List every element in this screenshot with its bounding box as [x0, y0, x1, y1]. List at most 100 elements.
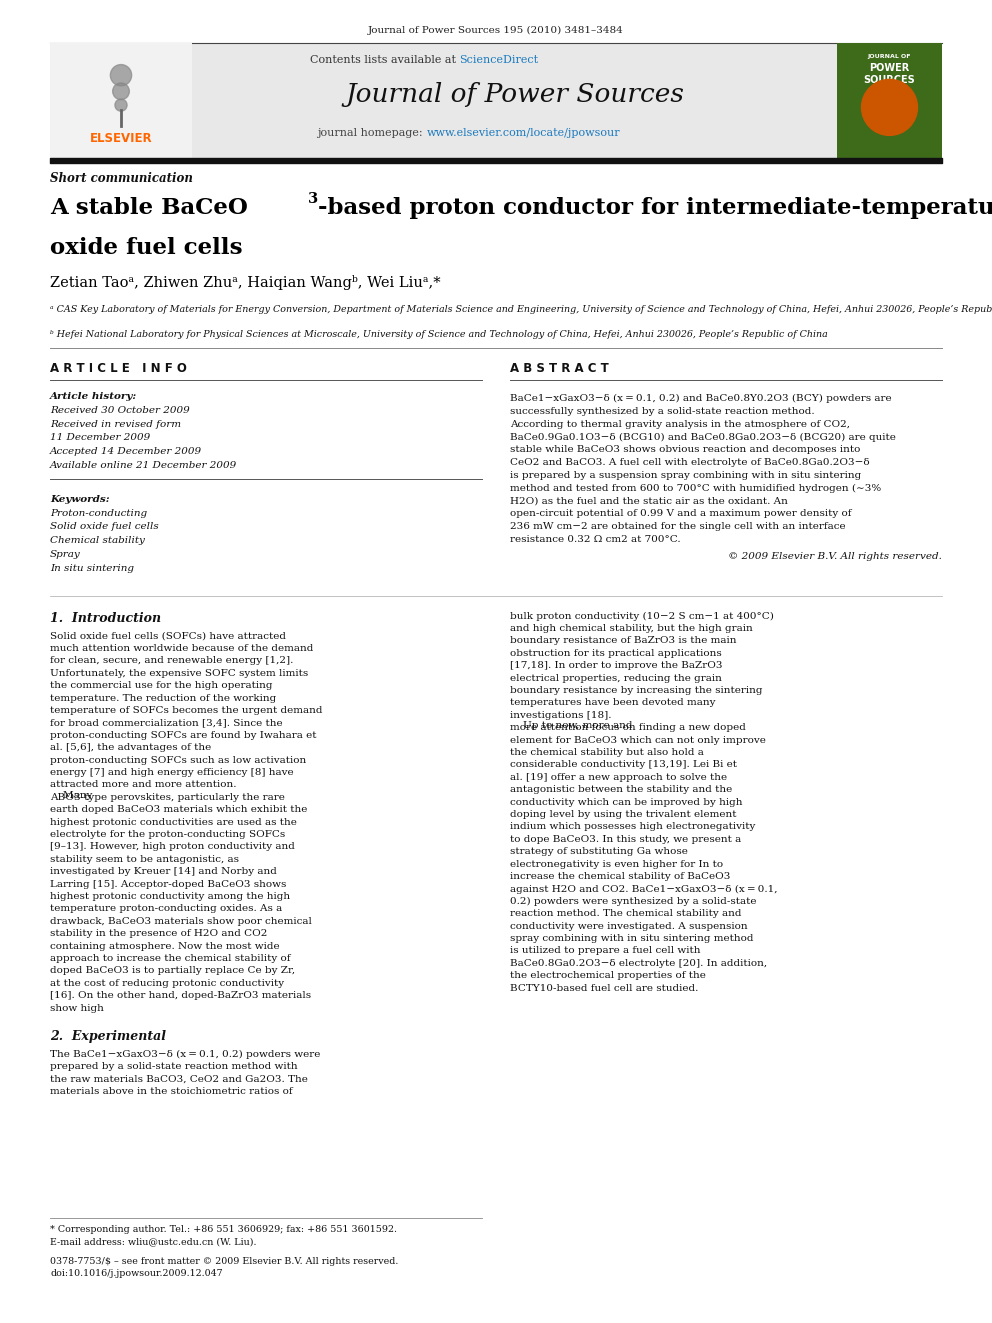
Text: POWER: POWER: [869, 64, 910, 73]
Text: for broad commercialization [3,4]. Since the: for broad commercialization [3,4]. Since…: [50, 718, 283, 728]
Text: Available online 21 December 2009: Available online 21 December 2009: [50, 460, 237, 470]
Circle shape: [110, 65, 132, 86]
Text: temperature proton-conducting oxides. As a: temperature proton-conducting oxides. As…: [50, 905, 283, 913]
Text: drawback, BaCeO3 materials show poor chemical: drawback, BaCeO3 materials show poor che…: [50, 917, 311, 926]
Text: SOURCES: SOURCES: [864, 75, 916, 85]
FancyBboxPatch shape: [50, 44, 942, 157]
Text: BaCe0.8Ga0.2O3−δ electrolyte [20]. In addition,: BaCe0.8Ga0.2O3−δ electrolyte [20]. In ad…: [510, 959, 767, 968]
Text: Contents lists available at: Contents lists available at: [310, 56, 459, 65]
Text: Journal of Power Sources: Journal of Power Sources: [345, 82, 683, 107]
Text: ABO3-type perovskites, particularly the rare: ABO3-type perovskites, particularly the …: [50, 792, 285, 802]
Text: H2O) as the fuel and the static air as the oxidant. An: H2O) as the fuel and the static air as t…: [510, 496, 788, 505]
Text: 2.  Experimental: 2. Experimental: [50, 1031, 166, 1043]
Text: investigated by Kreuer [14] and Norby and: investigated by Kreuer [14] and Norby an…: [50, 867, 277, 876]
Circle shape: [861, 79, 918, 135]
Text: bulk proton conductivity (10−2 S cm−1 at 400°C): bulk proton conductivity (10−2 S cm−1 at…: [510, 611, 774, 620]
Text: The BaCe1−xGaxO3−δ (x = 0.1, 0.2) powders were: The BaCe1−xGaxO3−δ (x = 0.1, 0.2) powder…: [50, 1050, 320, 1060]
Text: highest protonic conductivity among the high: highest protonic conductivity among the …: [50, 892, 290, 901]
Text: attracted more and more attention.
    Many: attracted more and more attention. Many: [50, 781, 236, 800]
Text: conductivity which can be improved by high: conductivity which can be improved by hi…: [510, 798, 742, 807]
Text: element for BaCeO3 which can not only improve: element for BaCeO3 which can not only im…: [510, 736, 766, 745]
Text: Zetian Taoᵃ, Zhiwen Zhuᵃ, Haiqian Wangᵇ, Wei Liuᵃ,*: Zetian Taoᵃ, Zhiwen Zhuᵃ, Haiqian Wangᵇ,…: [50, 275, 440, 290]
Text: al. [5,6], the advantages of the: al. [5,6], the advantages of the: [50, 744, 211, 753]
Text: Journal of Power Sources 195 (2010) 3481–3484: Journal of Power Sources 195 (2010) 3481…: [368, 25, 624, 34]
Text: Received 30 October 2009: Received 30 October 2009: [50, 406, 189, 415]
Text: increase the chemical stability of BaCeO3: increase the chemical stability of BaCeO…: [510, 872, 730, 881]
Text: Received in revised form: Received in revised form: [50, 419, 182, 429]
Text: al. [19] offer a new approach to solve the: al. [19] offer a new approach to solve t…: [510, 773, 727, 782]
Text: A R T I C L E   I N F O: A R T I C L E I N F O: [50, 363, 186, 374]
Text: indium which possesses high electronegativity: indium which possesses high electronegat…: [510, 823, 755, 831]
Text: temperatures have been devoted many: temperatures have been devoted many: [510, 699, 715, 708]
Text: ᵃ CAS Key Laboratory of Materials for Energy Conversion, Department of Materials: ᵃ CAS Key Laboratory of Materials for En…: [50, 306, 992, 314]
Text: CeO2 and BaCO3. A fuel cell with electrolyte of BaCe0.8Ga0.2O3−δ: CeO2 and BaCO3. A fuel cell with electro…: [510, 458, 870, 467]
Text: 0.2) powders were synthesized by a solid-state: 0.2) powders were synthesized by a solid…: [510, 897, 757, 906]
Text: 11 December 2009: 11 December 2009: [50, 434, 150, 442]
Text: ScienceDirect: ScienceDirect: [459, 56, 539, 65]
Text: temperature. The reduction of the working: temperature. The reduction of the workin…: [50, 693, 276, 703]
Text: against H2O and CO2. BaCe1−xGaxO3−δ (x = 0.1,: against H2O and CO2. BaCe1−xGaxO3−δ (x =…: [510, 884, 778, 893]
Text: the commercial use for the high operating: the commercial use for the high operatin…: [50, 681, 273, 691]
Text: Accepted 14 December 2009: Accepted 14 December 2009: [50, 447, 202, 456]
FancyBboxPatch shape: [837, 44, 942, 157]
Circle shape: [115, 99, 127, 111]
Text: temperature of SOFCs becomes the urgent demand: temperature of SOFCs becomes the urgent …: [50, 706, 322, 714]
Text: Keywords:: Keywords:: [50, 495, 110, 504]
Text: stable while BaCeO3 shows obvious reaction and decomposes into: stable while BaCeO3 shows obvious reacti…: [510, 446, 860, 454]
Text: energy [7] and high energy efficiency [8] have: energy [7] and high energy efficiency [8…: [50, 767, 294, 777]
Text: Proton-conducting: Proton-conducting: [50, 508, 147, 517]
Text: BCTY10-based fuel cell are studied.: BCTY10-based fuel cell are studied.: [510, 983, 698, 992]
Text: highest protonic conductivities are used as the: highest protonic conductivities are used…: [50, 818, 297, 827]
Text: 236 mW cm−2 are obtained for the single cell with an interface: 236 mW cm−2 are obtained for the single …: [510, 523, 845, 531]
Text: the raw materials BaCO3, CeO2 and Ga2O3. The: the raw materials BaCO3, CeO2 and Ga2O3.…: [50, 1074, 308, 1084]
Text: [17,18]. In order to improve the BaZrO3: [17,18]. In order to improve the BaZrO3: [510, 662, 722, 671]
Text: earth doped BaCeO3 materials which exhibit the: earth doped BaCeO3 materials which exhib…: [50, 806, 308, 814]
Text: In situ sintering: In situ sintering: [50, 564, 134, 573]
Circle shape: [113, 83, 129, 99]
Text: and high chemical stability, but the high grain: and high chemical stability, but the hig…: [510, 624, 753, 632]
Text: JOURNAL OF: JOURNAL OF: [868, 54, 912, 60]
Text: proton-conducting SOFCs such as low activation: proton-conducting SOFCs such as low acti…: [50, 755, 307, 765]
Text: BaCe0.9Ga0.1O3−δ (BCG10) and BaCe0.8Ga0.2O3−δ (BCG20) are quite: BaCe0.9Ga0.1O3−δ (BCG10) and BaCe0.8Ga0.…: [510, 433, 896, 442]
FancyBboxPatch shape: [50, 44, 192, 157]
Text: materials above in the stoichiometric ratios of: materials above in the stoichiometric ra…: [50, 1088, 293, 1097]
Text: boundary resistance by increasing the sintering: boundary resistance by increasing the si…: [510, 687, 763, 695]
Text: much attention worldwide because of the demand: much attention worldwide because of the …: [50, 644, 313, 654]
Text: stability in the presence of H2O and CO2: stability in the presence of H2O and CO2: [50, 929, 268, 938]
Text: journal homepage:: journal homepage:: [317, 128, 427, 138]
Text: electronegativity is even higher for In to: electronegativity is even higher for In …: [510, 860, 723, 869]
Text: approach to increase the chemical stability of: approach to increase the chemical stabil…: [50, 954, 291, 963]
Text: containing atmosphere. Now the most wide: containing atmosphere. Now the most wide: [50, 942, 280, 951]
Text: [9–13]. However, high proton conductivity and: [9–13]. However, high proton conductivit…: [50, 843, 295, 852]
Text: A stable BaCeO: A stable BaCeO: [50, 197, 248, 220]
Text: Chemical stability: Chemical stability: [50, 536, 145, 545]
Text: doping level by using the trivalent element: doping level by using the trivalent elem…: [510, 810, 736, 819]
Text: more attention focus on finding a new doped: more attention focus on finding a new do…: [510, 724, 746, 732]
Text: -based proton conductor for intermediate-temperature solid: -based proton conductor for intermediate…: [318, 197, 992, 220]
Text: open-circuit potential of 0.99 V and a maximum power density of: open-circuit potential of 0.99 V and a m…: [510, 509, 851, 519]
Text: ELSEVIER: ELSEVIER: [89, 132, 153, 146]
Text: [16]. On the other hand, doped-BaZrO3 materials: [16]. On the other hand, doped-BaZrO3 ma…: [50, 991, 311, 1000]
Text: strategy of substituting Ga whose: strategy of substituting Ga whose: [510, 847, 687, 856]
Text: Spray: Spray: [50, 550, 80, 560]
Text: considerable conductivity [13,19]. Lei Bi et: considerable conductivity [13,19]. Lei B…: [510, 761, 737, 770]
Text: electrical properties, reducing the grain: electrical properties, reducing the grai…: [510, 673, 722, 683]
Text: www.elsevier.com/locate/jpowsour: www.elsevier.com/locate/jpowsour: [427, 128, 620, 138]
Text: is utilized to prepare a fuel cell with: is utilized to prepare a fuel cell with: [510, 946, 700, 955]
Text: doi:10.1016/j.jpowsour.2009.12.047: doi:10.1016/j.jpowsour.2009.12.047: [50, 1269, 222, 1278]
Text: spray combining with in situ sintering method: spray combining with in situ sintering m…: [510, 934, 754, 943]
Text: A B S T R A C T: A B S T R A C T: [510, 363, 609, 374]
Text: Solid oxide fuel cells (SOFCs) have attracted: Solid oxide fuel cells (SOFCs) have attr…: [50, 631, 286, 640]
Text: investigations [18].
    Up to now, more and: investigations [18]. Up to now, more and: [510, 710, 633, 730]
Text: at the cost of reducing protonic conductivity: at the cost of reducing protonic conduct…: [50, 979, 284, 988]
Text: * Corresponding author. Tel.: +86 551 3606929; fax: +86 551 3601592.: * Corresponding author. Tel.: +86 551 36…: [50, 1225, 397, 1234]
Text: E-mail address: wliu@ustc.edu.cn (W. Liu).: E-mail address: wliu@ustc.edu.cn (W. Liu…: [50, 1237, 257, 1246]
Text: Solid oxide fuel cells: Solid oxide fuel cells: [50, 523, 159, 532]
Text: electrolyte for the proton-conducting SOFCs: electrolyte for the proton-conducting SO…: [50, 830, 286, 839]
Text: According to thermal gravity analysis in the atmosphere of CO2,: According to thermal gravity analysis in…: [510, 419, 850, 429]
Text: the chemical stability but also hold a: the chemical stability but also hold a: [510, 747, 704, 757]
Text: Larring [15]. Acceptor-doped BaCeO3 shows: Larring [15]. Acceptor-doped BaCeO3 show…: [50, 880, 287, 889]
Text: boundary resistance of BaZrO3 is the main: boundary resistance of BaZrO3 is the mai…: [510, 636, 736, 646]
Text: prepared by a solid-state reaction method with: prepared by a solid-state reaction metho…: [50, 1062, 298, 1072]
Text: method and tested from 600 to 700°C with humidified hydrogen (∼3%: method and tested from 600 to 700°C with…: [510, 484, 881, 492]
